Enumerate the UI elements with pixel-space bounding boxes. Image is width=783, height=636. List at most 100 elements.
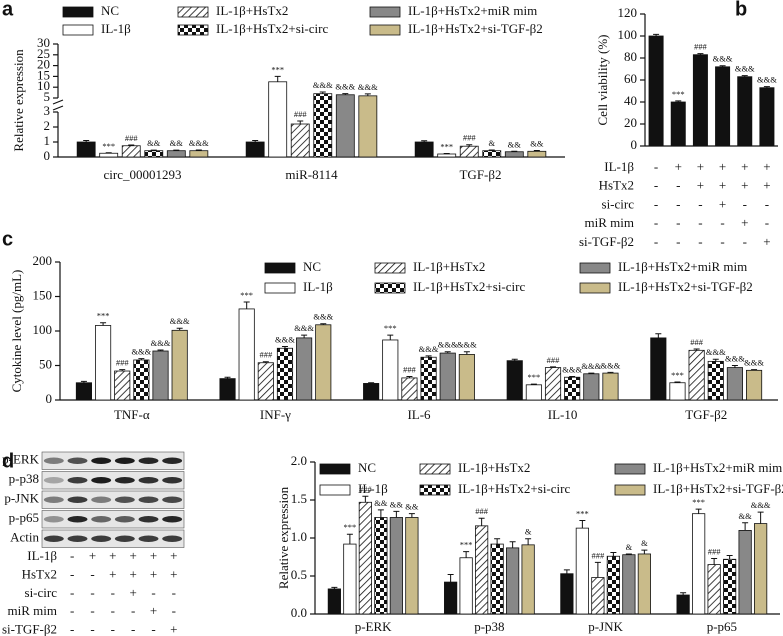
treatment-sign: - [90, 622, 94, 636]
error-bar [425, 355, 432, 358]
significance-label: ### [592, 550, 606, 560]
blot-band [67, 477, 88, 484]
blot-label: p-JNK [4, 491, 39, 506]
bar [327, 588, 341, 615]
legend-label: IL-1β+HsTx2 [458, 460, 530, 475]
treatment-sign: - [698, 196, 702, 211]
blot-strip [41, 490, 185, 509]
bar [459, 145, 479, 158]
error-bar [478, 517, 485, 526]
bar [564, 376, 581, 401]
blot-band [114, 535, 135, 542]
legend-swatch [369, 6, 401, 18]
significance-label: *** [271, 64, 284, 74]
error-bar [346, 533, 353, 545]
error-bar [712, 358, 719, 362]
significance-label: & [626, 542, 633, 552]
legend-label: IL-1β [303, 279, 333, 294]
legend-label: NC [303, 259, 321, 274]
y-axis-label: Cell viability (%) [595, 35, 610, 126]
significance-label: &&& [713, 54, 733, 64]
bar [707, 564, 721, 615]
bar [606, 555, 620, 615]
y-tick-label: 2.0 [291, 453, 307, 468]
bar [245, 141, 265, 158]
y-tick-label: 0 [631, 137, 638, 152]
bar [268, 81, 288, 158]
error-bar [252, 140, 259, 142]
treatment-sign: - [172, 585, 176, 600]
bar [296, 337, 313, 401]
treatment-sign: - [90, 585, 94, 600]
bar [637, 553, 651, 615]
bar [75, 382, 92, 401]
significance-label: && [530, 139, 544, 149]
bar [335, 94, 355, 158]
error-bar [588, 372, 595, 374]
y-tick-label: 1.5 [291, 491, 307, 506]
bar [95, 325, 112, 401]
bar [401, 377, 418, 401]
bar [166, 150, 186, 158]
blot-strip [41, 471, 185, 490]
error-bar [128, 144, 135, 146]
treatment-label: si-TGF-β2 [2, 622, 57, 636]
significance-label: &&& [751, 500, 771, 510]
error-bar [610, 551, 617, 557]
significance-label: ### [359, 484, 373, 494]
bar [726, 367, 743, 401]
error-bar [320, 323, 327, 325]
treatment-sign: - [654, 159, 658, 174]
treatment-sign: + [170, 622, 177, 636]
error-bar [444, 351, 451, 354]
bar [759, 87, 775, 147]
error-bar [83, 140, 90, 142]
error-bar [297, 120, 304, 124]
error-bar [675, 100, 682, 102]
bar [506, 360, 523, 401]
y-tick-label: 80 [624, 49, 637, 64]
legend-swatch [319, 463, 351, 475]
treatment-sign: - [131, 603, 135, 618]
significance-label: & [525, 527, 532, 537]
error-bar [625, 553, 632, 555]
error-bar [342, 93, 349, 95]
x-tick-label: circ_00001293 [104, 167, 182, 182]
treatment-sign: + [89, 548, 96, 563]
legend-swatch [419, 484, 451, 496]
bar [560, 573, 574, 615]
bar [650, 337, 667, 401]
treatment-label: IL-1β [27, 548, 57, 563]
y-tick-label: 50 [39, 356, 52, 371]
y-tick-label: 100 [618, 27, 638, 42]
blot-band [67, 535, 88, 542]
legend-swatch [579, 262, 611, 274]
significance-label: &&& [744, 358, 764, 368]
bar [133, 359, 150, 401]
error-bar [466, 144, 473, 147]
error-bar [742, 522, 749, 531]
treatment-sign: + [763, 159, 770, 174]
treatment-sign: - [111, 585, 115, 600]
treatment-sign: - [765, 215, 769, 230]
bar [475, 525, 489, 615]
bar [439, 352, 456, 401]
treatment-sign: + [150, 566, 157, 581]
blot-band [114, 457, 135, 464]
error-bar [301, 334, 308, 338]
legend-swatch [62, 6, 94, 18]
error-bar [331, 586, 338, 589]
y-tick-label: 0 [44, 148, 51, 163]
legend-label: NC [358, 460, 376, 475]
treatment-sign: - [743, 196, 747, 211]
treatment-sign: + [170, 566, 177, 581]
error-bar [594, 561, 601, 578]
error-bar [100, 322, 107, 326]
blot-band [43, 457, 64, 464]
x-tick-label: p-JNK [588, 619, 623, 634]
blot-band [91, 477, 112, 484]
legend-swatch [264, 282, 296, 294]
legend-swatch [374, 262, 406, 274]
legend-label: NC [101, 3, 119, 18]
blot-strip [41, 510, 185, 529]
